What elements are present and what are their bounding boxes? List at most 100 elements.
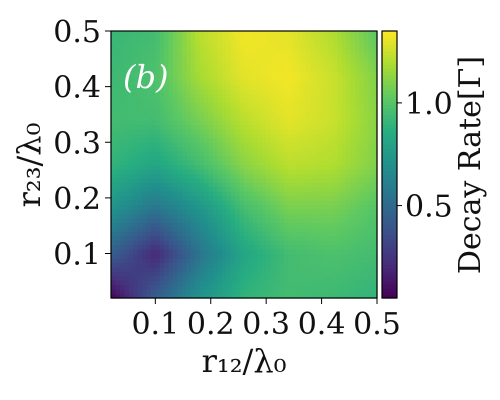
heatmap-cell	[368, 133, 374, 139]
heatmap-cell	[177, 244, 183, 250]
heatmap-cell	[261, 191, 267, 197]
heatmap-cell	[177, 35, 183, 41]
heatmap-cell	[350, 168, 356, 174]
heatmap-cell	[261, 75, 267, 81]
heatmap-cell	[248, 31, 254, 37]
heatmap-cell	[155, 115, 161, 121]
heatmap-cell	[244, 182, 250, 188]
heatmap-cell	[292, 39, 298, 45]
heatmap-cell	[230, 106, 236, 112]
heatmap-cell	[372, 35, 378, 41]
heatmap-cell	[190, 115, 196, 121]
heatmap-cell	[275, 97, 281, 103]
heatmap-cell	[248, 271, 254, 277]
heatmap-cell	[181, 120, 187, 126]
heatmap-cell	[159, 231, 165, 237]
heatmap-cell	[186, 217, 192, 223]
heatmap-cell	[328, 53, 334, 59]
heatmap-cell	[283, 160, 289, 166]
heatmap-cell	[368, 253, 374, 259]
heatmap-cell	[292, 71, 298, 77]
heatmap-cell	[230, 57, 236, 63]
heatmap-cell	[226, 79, 232, 85]
heatmap-cell	[164, 151, 170, 157]
heatmap-cell	[363, 200, 369, 206]
heatmap-cell	[124, 128, 130, 134]
heatmap-cell	[279, 62, 285, 68]
heatmap-cell	[119, 177, 125, 183]
heatmap-cell	[217, 53, 223, 59]
heatmap-cell	[146, 191, 152, 197]
heatmap-cell	[283, 271, 289, 277]
heatmap-cell	[111, 35, 117, 41]
heatmap-cell	[283, 253, 289, 259]
heatmap-cell	[310, 120, 316, 126]
heatmap-cell	[261, 200, 267, 206]
heatmap-cell	[288, 57, 294, 63]
heatmap-cell	[221, 191, 227, 197]
heatmap-cell	[297, 44, 303, 50]
heatmap-cell	[345, 213, 351, 219]
heatmap-cell	[221, 120, 227, 126]
heatmap-cell	[341, 262, 347, 268]
heatmap-cell	[252, 182, 258, 188]
heatmap-cell	[359, 97, 365, 103]
colorbar-segment	[382, 31, 397, 35]
heatmap-cell	[155, 266, 161, 272]
heatmap-cell	[292, 57, 298, 63]
heatmap-cell	[150, 168, 156, 174]
heatmap-cell	[173, 235, 179, 241]
heatmap-cell	[133, 97, 139, 103]
heatmap-cell	[159, 293, 165, 299]
heatmap-cell	[270, 88, 276, 94]
heatmap-cell	[217, 66, 223, 72]
heatmap-cell	[226, 231, 232, 237]
heatmap-cell	[306, 289, 312, 295]
heatmap-cell	[142, 289, 148, 295]
heatmap-cell	[257, 280, 263, 286]
heatmap-cell	[146, 79, 152, 85]
heatmap-cell	[137, 182, 143, 188]
heatmap-cell	[199, 128, 205, 134]
heatmap-cell	[230, 53, 236, 59]
heatmap-cell	[226, 195, 232, 201]
heatmap-cell	[297, 231, 303, 237]
heatmap-cell	[350, 213, 356, 219]
heatmap-cell	[261, 93, 267, 99]
heatmap-cell	[142, 115, 148, 121]
heatmap-cell	[301, 111, 307, 117]
heatmap-cell	[150, 195, 156, 201]
heatmap-cell	[199, 293, 205, 299]
heatmap-cell	[159, 102, 165, 108]
heatmap-cell	[310, 53, 316, 59]
heatmap-cell	[133, 133, 139, 139]
heatmap-cell	[283, 209, 289, 215]
heatmap-cell	[177, 217, 183, 223]
heatmap-cell	[266, 168, 272, 174]
heatmap-cell	[292, 253, 298, 259]
heatmap-cell	[363, 48, 369, 54]
heatmap-cell	[306, 84, 312, 90]
heatmap-cell	[261, 106, 267, 112]
colorbar-label: Decay Rate[Γ]	[453, 56, 488, 274]
heatmap-cell	[323, 177, 329, 183]
heatmap-cell	[359, 249, 365, 255]
heatmap-cell	[146, 249, 152, 255]
heatmap-cell	[150, 39, 156, 45]
heatmap-cell	[297, 293, 303, 299]
heatmap-cell	[337, 102, 343, 108]
heatmap-cell	[168, 217, 174, 223]
heatmap-cell	[297, 106, 303, 112]
heatmap-cell	[181, 235, 187, 241]
heatmap-cell	[133, 115, 139, 121]
heatmap-cell	[319, 168, 325, 174]
heatmap-cell	[283, 217, 289, 223]
heatmap-cell	[368, 235, 374, 241]
heatmap-cell	[248, 168, 254, 174]
heatmap-cell	[306, 235, 312, 241]
heatmap-cell	[212, 213, 218, 219]
heatmap-cell	[332, 173, 338, 179]
heatmap-cell	[332, 253, 338, 259]
colorbar-segment	[382, 234, 397, 239]
heatmap-cell	[128, 240, 134, 246]
